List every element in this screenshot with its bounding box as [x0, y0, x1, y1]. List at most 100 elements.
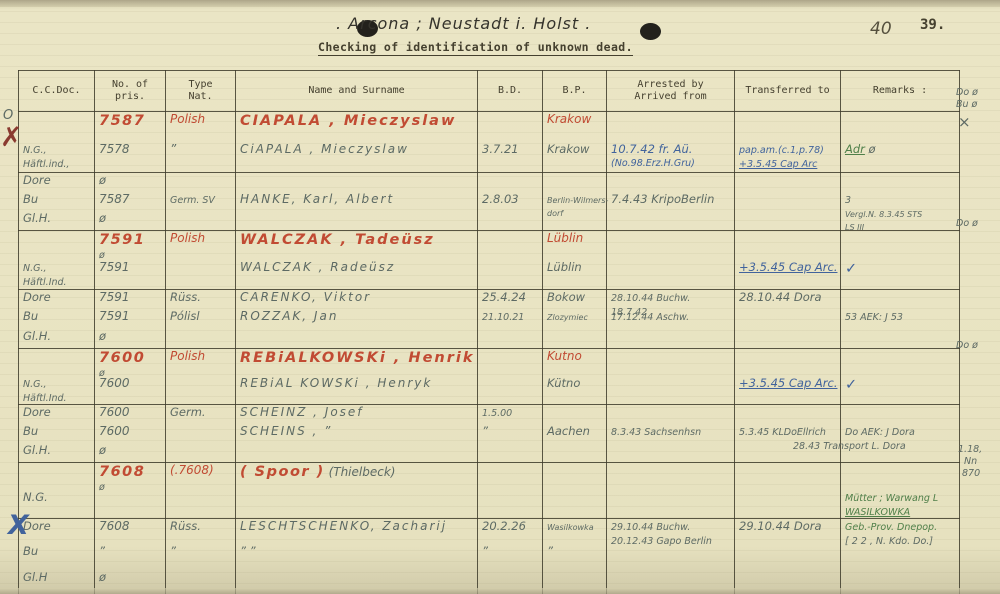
entry-text: ” [170, 545, 232, 558]
cell-line-slot [478, 329, 542, 348]
cell-name: CARENKO, Viktor ROZZAK, Jan [235, 289, 478, 349]
column-header-ccdoc: C.C.Doc. [18, 70, 95, 112]
cell-line-slot: N.G., Häftl.Ind. [19, 376, 94, 404]
cell-line-slot [607, 376, 734, 404]
page-number-left: 40 [870, 19, 892, 39]
cell-remarks: ✓ [840, 347, 960, 405]
cell-line-slot [841, 405, 959, 424]
cell-line-slot: Gl.H [19, 570, 94, 594]
entry-segment: Dore [23, 404, 51, 419]
entry-text: 28.10.44 Dora [739, 291, 837, 304]
cell-pris: ø 7587 ø [94, 172, 166, 231]
cell-line-slot: 29.10.44 Buchw. 20.12.43 Gapo Berlin [607, 519, 734, 546]
entry-text: 17.12.44 Aschw. [611, 310, 731, 324]
cell-line-slot: REBiALKOWSKi , Henrik [236, 349, 477, 377]
entry-segment: N.G., [23, 379, 47, 391]
entry-text: +3.5.45 Cap Arc. [739, 261, 837, 274]
entry-text: Bu [23, 545, 91, 558]
cell-line-slot [841, 443, 959, 462]
entry-segment: ✓ [845, 261, 859, 277]
cell-line-slot: Gl.H. [19, 211, 94, 230]
cell-pris: 7600 ø 7600 [94, 347, 166, 405]
entry-text: Bu [23, 193, 91, 206]
entry-segment: N.G., [23, 263, 47, 274]
entry-text: Wasilkowka [547, 520, 603, 533]
entry-segment: ” [482, 423, 488, 438]
entry-text: Lüblin [547, 231, 603, 245]
entry-text: ROZZAK, Jan [240, 310, 474, 323]
column-header-bd: B.D. [477, 70, 543, 112]
entry-text: 18.7.42 [611, 305, 731, 319]
cell-name: ( Spoor ) (Thielbeck) [235, 461, 478, 519]
entry-segment: ø [99, 442, 107, 457]
entry-segment: ø [99, 250, 105, 262]
cell-line-slot: 3.7.21 [478, 142, 542, 172]
entry-segment: ” [170, 142, 177, 156]
cell-line-slot [478, 260, 542, 289]
hole-punch-icon [640, 23, 661, 40]
entry-text: Gl.H. [23, 444, 91, 457]
cell-ccdoc: Dore Bu Gl.H. [18, 172, 95, 231]
entry-segment: WALCZAK , Radeüsz [240, 260, 396, 274]
cell-line-slot [735, 490, 840, 518]
entry-text: Häftl.Ind. [23, 391, 91, 405]
entry-segment: 5.3.45 KLDoEllrich [739, 426, 826, 438]
cell-line-slot: Kutno [543, 349, 606, 377]
entry-segment: 8.3.43 Sachsenhsn [611, 426, 702, 438]
entry-text: 7600 [99, 405, 162, 419]
entry-text: ø [99, 570, 162, 584]
cell-transferred: pap.am.(c.1,p.78) +3.5.45 Cap Arc [734, 111, 841, 173]
entry-text: pap.am.(c.1,p.78) [739, 143, 837, 157]
entry-text: (.7608) [170, 463, 232, 477]
cell-type: Polish [165, 347, 236, 405]
entry-text: Berlin-Wilmers- [547, 193, 608, 206]
entry-segment: 7600 [99, 376, 130, 391]
cell-line-slot [607, 260, 734, 289]
cell-line-slot: Polish [166, 349, 235, 377]
entry-text: Pólisl [170, 310, 232, 323]
cell-line-slot: 7587 [95, 112, 165, 142]
entry-text: Häftl.Ind. [23, 275, 91, 289]
entry-text: ” [99, 545, 162, 558]
cell-line-slot [478, 211, 542, 230]
entry-text: ( Spoor ) (Thielbeck) [240, 464, 474, 480]
entry-segment: Rüss. [170, 518, 201, 533]
entry-text: 7608 [99, 464, 162, 480]
cell-pris: 7591 7591 ø [94, 289, 166, 349]
cell-line-slot: 7591 [95, 290, 165, 309]
cell-arrested: 28.10.44 Buchw. 18.7.42 17.12.44 Aschw. [606, 289, 735, 349]
cell-pris: 7600 7600 ø [94, 403, 166, 463]
entry-segment: 3.7.21 [482, 142, 519, 156]
cell-bd [477, 230, 543, 290]
cell-line-slot: Krakow [543, 142, 606, 172]
margin-note-ref-1: 1.18, [958, 444, 983, 455]
cell-arrested: 7.4.43 KripoBerlin [606, 172, 735, 231]
cell-line-slot [236, 570, 477, 594]
cell-line-slot [735, 112, 840, 142]
entry-segment: dorf [547, 208, 564, 218]
cell-line-slot: 7578 [95, 142, 165, 172]
entry-text: WASILKOWKA [845, 505, 956, 519]
cell-line-slot [841, 231, 959, 260]
cell-bd: 2.8.03 [477, 172, 543, 231]
cell-line-slot [166, 424, 235, 443]
cell-transferred: 29.10.44 Dora [734, 517, 841, 594]
cell-line-slot: 29.10.44 Dora [735, 519, 840, 544]
cell-line-slot [19, 349, 94, 377]
cell-line-slot: N.G. [19, 490, 94, 518]
cell-line-slot [607, 231, 734, 260]
entry-segment: 7591 [99, 290, 130, 304]
margin-note-do: Do ø [956, 87, 978, 98]
cell-line-slot: Zlozymiec [543, 309, 606, 328]
cell-line-slot [735, 309, 840, 328]
cell-line-slot: CARENKO, Viktor [236, 290, 477, 309]
cell-line-slot: Bokow [543, 290, 606, 309]
cell-line-slot: Rüss. [166, 290, 235, 309]
cell-line-slot [478, 490, 542, 518]
entry-segment: 7591 [99, 309, 130, 324]
entry-text: Aachen [547, 425, 603, 438]
page-title: Checking of identification of unknown de… [318, 40, 633, 56]
entry-text: 7591 [99, 310, 162, 323]
cell-line-slot: CIAPALA , Mieczyslaw [236, 112, 477, 142]
